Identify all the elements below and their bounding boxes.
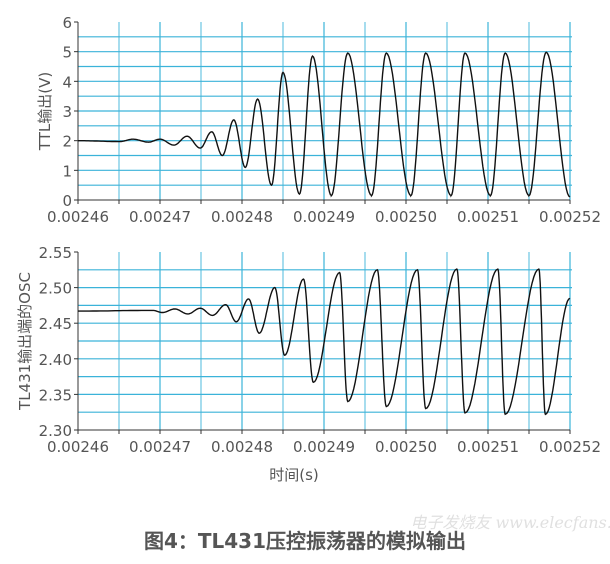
x-tick-label: 0.00246 xyxy=(47,438,109,456)
y-tick-label: 2.35 xyxy=(39,386,72,404)
x-tick-label: 0.00249 xyxy=(293,438,355,456)
x-tick-label: 0.00251 xyxy=(457,438,519,456)
y-tick-label: 2.30 xyxy=(39,422,72,440)
y-tick-label: 2 xyxy=(62,133,72,151)
y-tick-label: 2.55 xyxy=(39,244,72,262)
x-tick-label: 0.00250 xyxy=(375,208,437,226)
y-tick-label: 2.40 xyxy=(39,351,72,369)
plot-2: 2.30 2.35 2.40 2.45 2.50 2.55 0.00246 0.00247 0.… xyxy=(16,244,601,484)
y-tick-label: 3 xyxy=(62,103,72,121)
x-tick-label: 0.00249 xyxy=(293,208,355,226)
y-tick-label: 2.45 xyxy=(39,315,72,333)
x-tick-label: 0.00252 xyxy=(539,208,601,226)
y-tick-label: 4 xyxy=(62,73,72,91)
x-tick-label: 0.00247 xyxy=(129,208,191,226)
watermark: 电子发烧友 www.elecfans.com xyxy=(410,513,610,532)
x-tick-label: 0.00248 xyxy=(211,438,273,456)
x-tick-label: 0.00252 xyxy=(539,438,601,456)
x-tick-label: 0.00251 xyxy=(457,208,519,226)
x-tick-label: 0.00248 xyxy=(211,208,273,226)
x-axis-title: 时间(s) xyxy=(269,466,319,484)
x-tick-label: 0.00250 xyxy=(375,438,437,456)
x-tick-label: 0.00246 xyxy=(47,208,109,226)
y-tick-label: 5 xyxy=(62,44,72,62)
x-tick-label: 0.00247 xyxy=(129,438,191,456)
y-tick-label: 0 xyxy=(62,192,72,210)
y-axis-title: TL431输出端的OSC xyxy=(16,272,34,411)
waveform-line xyxy=(78,268,571,416)
figure-caption: 图4：TL431压控振荡器的模拟输出 xyxy=(144,529,466,553)
y-tick-label: 2.50 xyxy=(39,280,72,298)
y-tick-label: 1 xyxy=(62,162,72,180)
waveform-line xyxy=(78,51,571,198)
y-axis-title: TTL输出(V) xyxy=(36,72,54,151)
plot-1: 0 1 2 3 4 5 6 0.00246 0.00247 0.00248 0.00249 0.002… xyxy=(36,14,601,226)
y-tick-label: 6 xyxy=(62,14,72,32)
